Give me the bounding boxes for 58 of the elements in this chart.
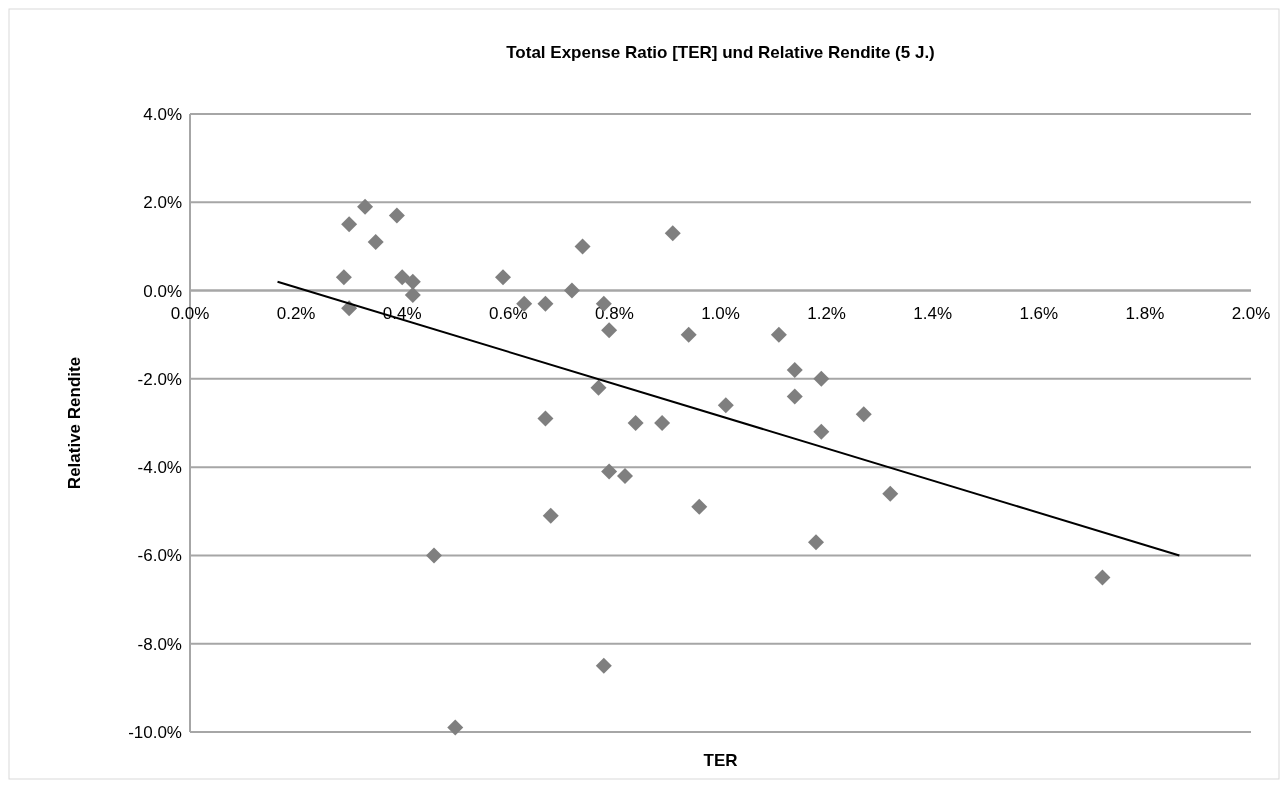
x-tick-label: 1.6% (1019, 303, 1059, 323)
point (813, 423, 830, 440)
point (542, 507, 559, 524)
point (537, 410, 554, 427)
y-tick-label: -10.0% (128, 722, 182, 742)
y-tick-label: -2.0% (137, 369, 182, 389)
point (617, 467, 634, 484)
y-tick-label: -6.0% (137, 546, 182, 566)
y-axis-title: Relative Rendite (65, 356, 84, 490)
x-tick-label: 1.8% (1125, 303, 1165, 323)
point (680, 326, 697, 343)
x-tick-label: 1.0% (701, 303, 740, 323)
point (341, 216, 358, 233)
x-tick-label: 0.2% (276, 303, 316, 323)
x-tick-label: 0.0% (170, 303, 210, 323)
x-axis-title: TER (703, 751, 738, 770)
point (595, 657, 612, 674)
x-tick-label: 1.2% (807, 303, 846, 323)
y-tick-label: -4.0% (137, 458, 182, 478)
point (717, 397, 734, 414)
x-tick-label: 0.4% (382, 303, 422, 323)
point (394, 269, 411, 286)
point (388, 207, 405, 224)
point (590, 379, 607, 396)
point (882, 485, 899, 502)
point (404, 273, 421, 290)
point (563, 282, 580, 299)
y-tick-label: -8.0% (137, 634, 182, 654)
y-tick-label: 4.0% (143, 104, 182, 124)
point (807, 534, 824, 551)
point (426, 547, 443, 564)
x-tick-label: 2.0% (1231, 303, 1271, 323)
x-tick-label: 1.4% (913, 303, 953, 323)
chart-title: Total Expense Ratio [TER] und Relative Rendite (5 J.) (506, 43, 935, 62)
point (447, 719, 464, 736)
point (574, 238, 591, 255)
x-tick-label: 0.8% (595, 303, 634, 323)
point (335, 269, 352, 286)
point (813, 370, 830, 387)
point (357, 198, 374, 215)
point (627, 415, 644, 431)
point (601, 463, 618, 480)
y-tick-label: 2.0% (143, 193, 182, 213)
point (367, 234, 384, 251)
point (664, 225, 681, 242)
point (495, 269, 511, 286)
point (786, 362, 803, 379)
point (601, 322, 618, 339)
point (654, 415, 671, 431)
point (855, 406, 872, 423)
point (1094, 569, 1111, 586)
point (770, 326, 787, 343)
point (404, 286, 421, 303)
point (786, 388, 803, 405)
point (537, 295, 554, 312)
point (691, 498, 708, 515)
x-tick-label: 0.6% (488, 303, 528, 323)
y-tick-label: 0.0% (143, 281, 182, 301)
